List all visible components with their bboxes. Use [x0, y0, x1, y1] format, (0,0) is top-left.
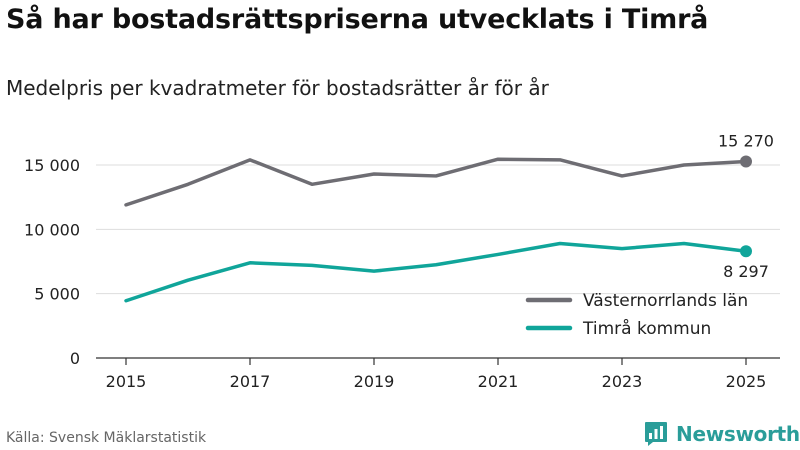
x-tick-label: 2021: [478, 372, 519, 391]
y-tick-label: 0: [70, 349, 80, 368]
axes: 0 5 000 10 000 15 000 2015 2017 2019 2021 2023 20…: [24, 156, 780, 391]
x-tick-label: 2019: [354, 372, 395, 391]
end-point-timra: [740, 245, 752, 258]
x-tick-label: 2015: [106, 372, 147, 391]
series-line-timra: [124, 241, 748, 303]
data-labels: 15 270 8 297: [718, 132, 774, 282]
series-lines: [124, 155, 752, 303]
brand-logo: Newsworthy: [644, 419, 800, 449]
legend: Västernorrlands län Timrå kommun: [525, 291, 748, 339]
gridlines: [96, 164, 780, 295]
x-tick-label: 2023: [602, 372, 643, 391]
end-value-label: 8 297: [723, 262, 769, 281]
x-tick-label: 2025: [726, 372, 767, 391]
x-tick-label: 2017: [230, 372, 271, 391]
end-value-label: 15 270: [718, 132, 774, 151]
source-note: Källa: Svensk Mäklarstatistik: [6, 430, 207, 446]
brand-name: Newsworthy: [676, 422, 800, 446]
series-line-vasternorrland: [124, 157, 748, 207]
legend-label: Timrå kommun: [582, 318, 711, 339]
legend-label: Västernorrlands län: [583, 291, 748, 311]
y-tick-label: 10 000: [24, 220, 80, 239]
newsworthy-logo-icon: [645, 422, 667, 446]
y-tick-label: 15 000: [24, 156, 80, 175]
chart-title: Så har bostadsrättspriserna utvecklats i…: [6, 4, 709, 35]
end-point-vasternorrland: [740, 155, 752, 168]
chart-subtitle: Medelpris per kvadratmeter för bostadsrä…: [6, 76, 549, 100]
y-tick-label: 5 000: [34, 285, 80, 304]
